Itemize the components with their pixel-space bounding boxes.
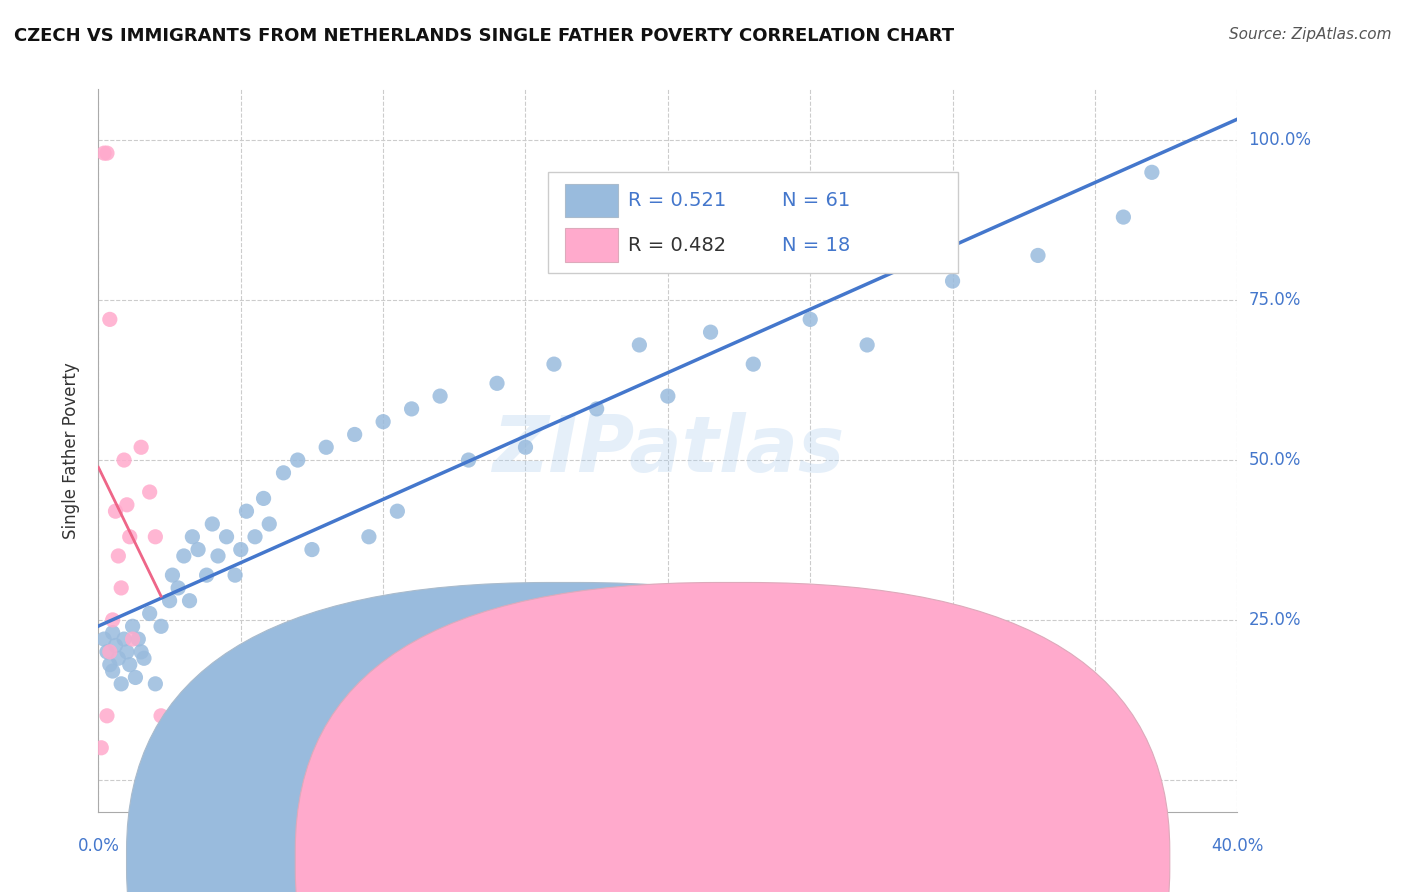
- Point: [543, 357, 565, 371]
- Point: [486, 376, 509, 391]
- Text: Immigrants from Netherlands: Immigrants from Netherlands: [752, 851, 998, 869]
- Text: 40.0%: 40.0%: [1211, 837, 1264, 855]
- Point: [132, 651, 155, 665]
- Point: [90, 740, 112, 755]
- Point: [127, 632, 149, 646]
- Point: [181, 530, 204, 544]
- Point: [121, 632, 143, 646]
- Point: [138, 485, 160, 500]
- FancyBboxPatch shape: [565, 184, 617, 218]
- Point: [585, 401, 607, 416]
- Point: [515, 440, 537, 454]
- Point: [287, 453, 309, 467]
- Point: [201, 516, 224, 531]
- Point: [96, 645, 118, 659]
- Point: [96, 146, 118, 161]
- Point: [429, 389, 451, 403]
- FancyBboxPatch shape: [565, 228, 617, 262]
- Text: Czechs: Czechs: [583, 851, 643, 869]
- Point: [1026, 248, 1049, 262]
- Point: [93, 632, 115, 646]
- Point: [799, 312, 821, 326]
- Text: 50.0%: 50.0%: [1249, 451, 1301, 469]
- Point: [101, 625, 124, 640]
- FancyBboxPatch shape: [548, 172, 959, 274]
- Point: [942, 274, 965, 288]
- Point: [657, 389, 679, 403]
- Point: [124, 670, 146, 684]
- Point: [129, 440, 152, 454]
- Point: [742, 357, 765, 371]
- Point: [301, 542, 323, 557]
- Text: 100.0%: 100.0%: [1249, 131, 1312, 149]
- Point: [112, 632, 135, 646]
- Point: [101, 664, 124, 678]
- Point: [138, 607, 160, 621]
- Point: [150, 619, 173, 633]
- Point: [104, 639, 127, 653]
- Point: [628, 338, 651, 352]
- Y-axis label: Single Father Poverty: Single Father Poverty: [62, 362, 80, 539]
- Point: [118, 530, 141, 544]
- Text: CZECH VS IMMIGRANTS FROM NETHERLANDS SINGLE FATHER POVERTY CORRELATION CHART: CZECH VS IMMIGRANTS FROM NETHERLANDS SIN…: [14, 27, 955, 45]
- Point: [315, 440, 337, 454]
- Point: [373, 415, 395, 429]
- Point: [207, 549, 229, 563]
- Point: [387, 504, 409, 518]
- Text: 75.0%: 75.0%: [1249, 291, 1301, 310]
- Point: [243, 530, 266, 544]
- Point: [1140, 165, 1163, 179]
- Point: [273, 466, 295, 480]
- Point: [118, 657, 141, 672]
- Point: [401, 401, 423, 416]
- Point: [96, 708, 118, 723]
- Point: [224, 568, 246, 582]
- Point: [115, 645, 138, 659]
- Text: ZIPatlas: ZIPatlas: [492, 412, 844, 489]
- Text: 0.0%: 0.0%: [77, 837, 120, 855]
- Point: [195, 568, 218, 582]
- Point: [1112, 210, 1135, 224]
- Point: [121, 619, 143, 633]
- Point: [159, 593, 181, 607]
- Point: [259, 516, 281, 531]
- Point: [129, 645, 152, 659]
- Point: [107, 651, 129, 665]
- Text: R = 0.482: R = 0.482: [628, 235, 725, 255]
- Text: Source: ZipAtlas.com: Source: ZipAtlas.com: [1229, 27, 1392, 42]
- Point: [104, 504, 127, 518]
- Point: [856, 338, 879, 352]
- Point: [98, 312, 121, 326]
- Text: 25.0%: 25.0%: [1249, 611, 1301, 629]
- Point: [167, 581, 190, 595]
- Point: [110, 581, 132, 595]
- Point: [252, 491, 274, 506]
- Point: [98, 645, 121, 659]
- Point: [162, 568, 184, 582]
- Point: [98, 657, 121, 672]
- Point: [179, 593, 201, 607]
- Point: [93, 146, 115, 161]
- Point: [112, 453, 135, 467]
- Point: [115, 498, 138, 512]
- Text: N = 18: N = 18: [782, 235, 851, 255]
- Point: [150, 708, 173, 723]
- Point: [457, 453, 479, 467]
- Point: [173, 549, 195, 563]
- Point: [110, 677, 132, 691]
- Text: R = 0.521: R = 0.521: [628, 191, 727, 210]
- Text: N = 61: N = 61: [782, 191, 851, 210]
- Point: [145, 530, 167, 544]
- Point: [229, 542, 252, 557]
- Point: [215, 530, 238, 544]
- Point: [235, 504, 257, 518]
- Point: [343, 427, 366, 442]
- Point: [357, 530, 380, 544]
- Point: [101, 613, 124, 627]
- Point: [699, 325, 721, 339]
- Point: [145, 677, 167, 691]
- Point: [107, 549, 129, 563]
- Point: [187, 542, 209, 557]
